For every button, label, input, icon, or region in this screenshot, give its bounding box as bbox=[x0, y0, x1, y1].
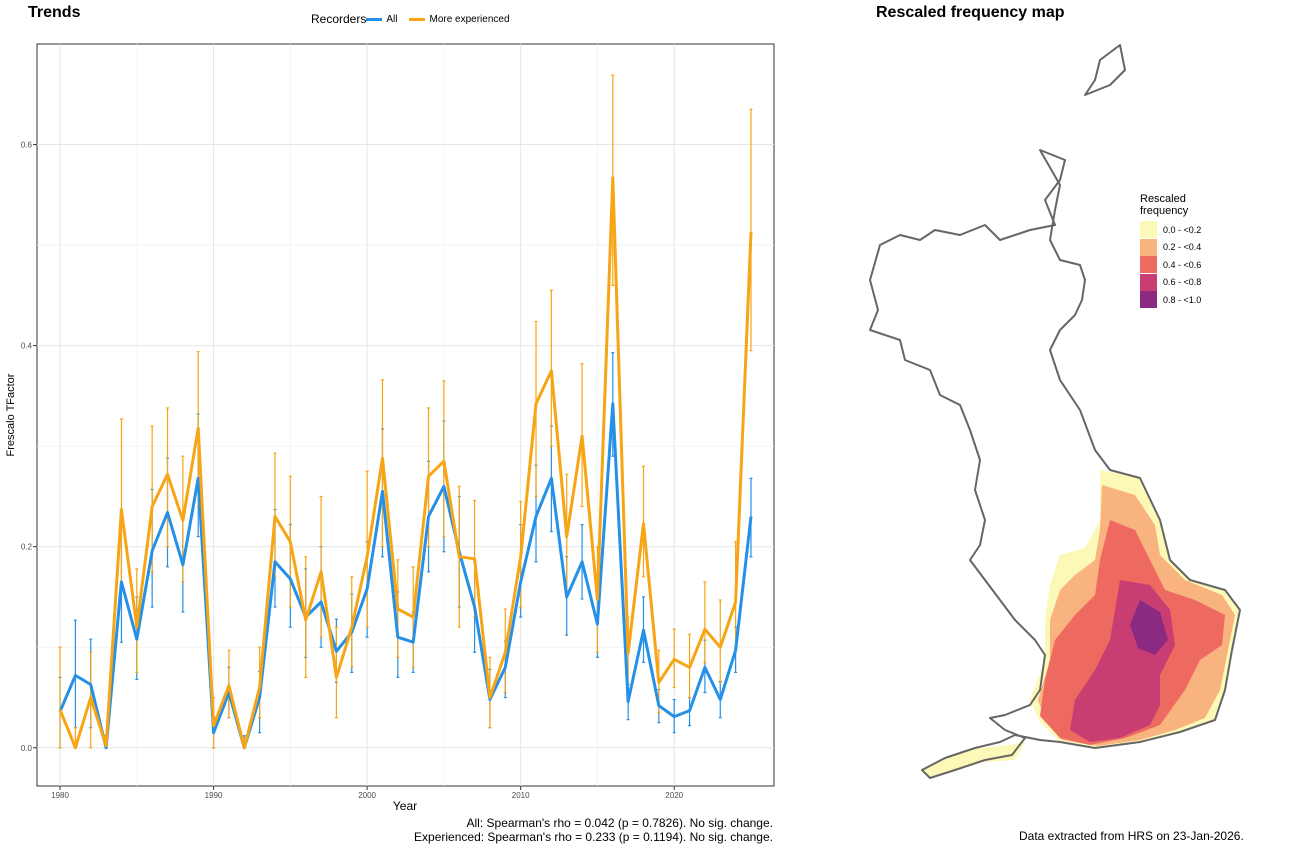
series-layer bbox=[58, 74, 753, 750]
map-legend-swatch bbox=[1140, 256, 1157, 274]
grid bbox=[37, 44, 774, 786]
map-legend-row: 0.4 - <0.6 bbox=[1140, 256, 1201, 274]
y-tick-label: 0.0 bbox=[21, 744, 33, 753]
y-tick-label: 0.4 bbox=[21, 342, 33, 351]
stat-all: All: Spearman's rho = 0.042 (p = 0.7826)… bbox=[466, 816, 773, 830]
gb-outline bbox=[869, 44, 1241, 779]
axes: 1980 1990 2000 2010 2020 0.0 0.2 0.4 0.6 bbox=[21, 141, 684, 800]
map-legend-swatch bbox=[1140, 291, 1157, 309]
map-legend-label: 0.6 - <0.8 bbox=[1163, 277, 1202, 288]
x-tick-label: 2020 bbox=[665, 791, 683, 800]
y-tick-label: 0.2 bbox=[21, 543, 33, 552]
map-legend-swatch bbox=[1140, 238, 1157, 256]
map-legend-label: 0.4 - <0.6 bbox=[1163, 259, 1202, 270]
legend-swatch-experienced bbox=[409, 17, 426, 21]
legend-swatch-all bbox=[366, 17, 383, 21]
map-legend: Rescaled frequency 0.0 - <0.2 0.2 - <0.4… bbox=[1140, 193, 1201, 309]
legend-title: Recorders bbox=[311, 12, 367, 26]
x-tick-label: 2000 bbox=[358, 791, 376, 800]
map-region-top bbox=[1130, 600, 1168, 655]
map-legend-swatch bbox=[1140, 221, 1157, 239]
series-line-all bbox=[58, 402, 753, 750]
map-legend-title-line1: Rescaled bbox=[1140, 193, 1186, 205]
y-tick-label: 0.6 bbox=[21, 141, 33, 150]
map-legend-label: 0.8 - <1.0 bbox=[1163, 294, 1202, 305]
x-axis-label: Year bbox=[393, 799, 417, 813]
map-legend-label: 0.2 - <0.4 bbox=[1163, 242, 1202, 253]
footer-note: Data extracted from HRS on 23-Jan-2026. bbox=[1019, 829, 1244, 843]
trends-chart: 1980 1990 2000 2010 2020 0.0 0.2 0.4 0.6 Year Fr… bbox=[5, 43, 775, 813]
map-legend-swatch bbox=[1140, 273, 1157, 291]
legend-label-all: All bbox=[386, 13, 398, 25]
map-region-southwest bbox=[920, 742, 1025, 778]
map-legend-label: 0.0 - <0.2 bbox=[1163, 224, 1202, 235]
legend-entry-experienced: More experienced bbox=[409, 13, 510, 25]
legend-entry-all: All bbox=[366, 14, 397, 25]
stat-experienced: Experienced: Spearman's rho = 0.233 (p =… bbox=[414, 830, 773, 844]
series-line-experienced bbox=[58, 176, 753, 750]
x-tick-label: 1980 bbox=[51, 791, 69, 800]
trends-title: Trends bbox=[28, 4, 81, 21]
map-legend-title-line2: frequency bbox=[1140, 205, 1189, 217]
frequency-map bbox=[869, 44, 1241, 779]
x-tick-label: 1990 bbox=[205, 791, 223, 800]
x-tick-label: 2010 bbox=[512, 791, 530, 800]
map-title: Rescaled frequency map bbox=[876, 4, 1065, 21]
chart-legend: Recorders All More experienced bbox=[311, 12, 522, 26]
map-fill bbox=[920, 470, 1240, 778]
map-legend-row: 0.6 - <0.8 bbox=[1140, 273, 1202, 292]
map-legend-row: 0.0 - <0.2 bbox=[1140, 221, 1201, 239]
y-axis-label: Frescalo TFactor bbox=[5, 373, 17, 456]
map-legend-row: 0.8 - <1.0 bbox=[1140, 291, 1201, 309]
legend-label-experienced: More experienced bbox=[429, 13, 510, 25]
map-legend-title: Rescaled frequency bbox=[1140, 193, 1201, 217]
map-legend-row: 0.2 - <0.4 bbox=[1140, 238, 1202, 257]
